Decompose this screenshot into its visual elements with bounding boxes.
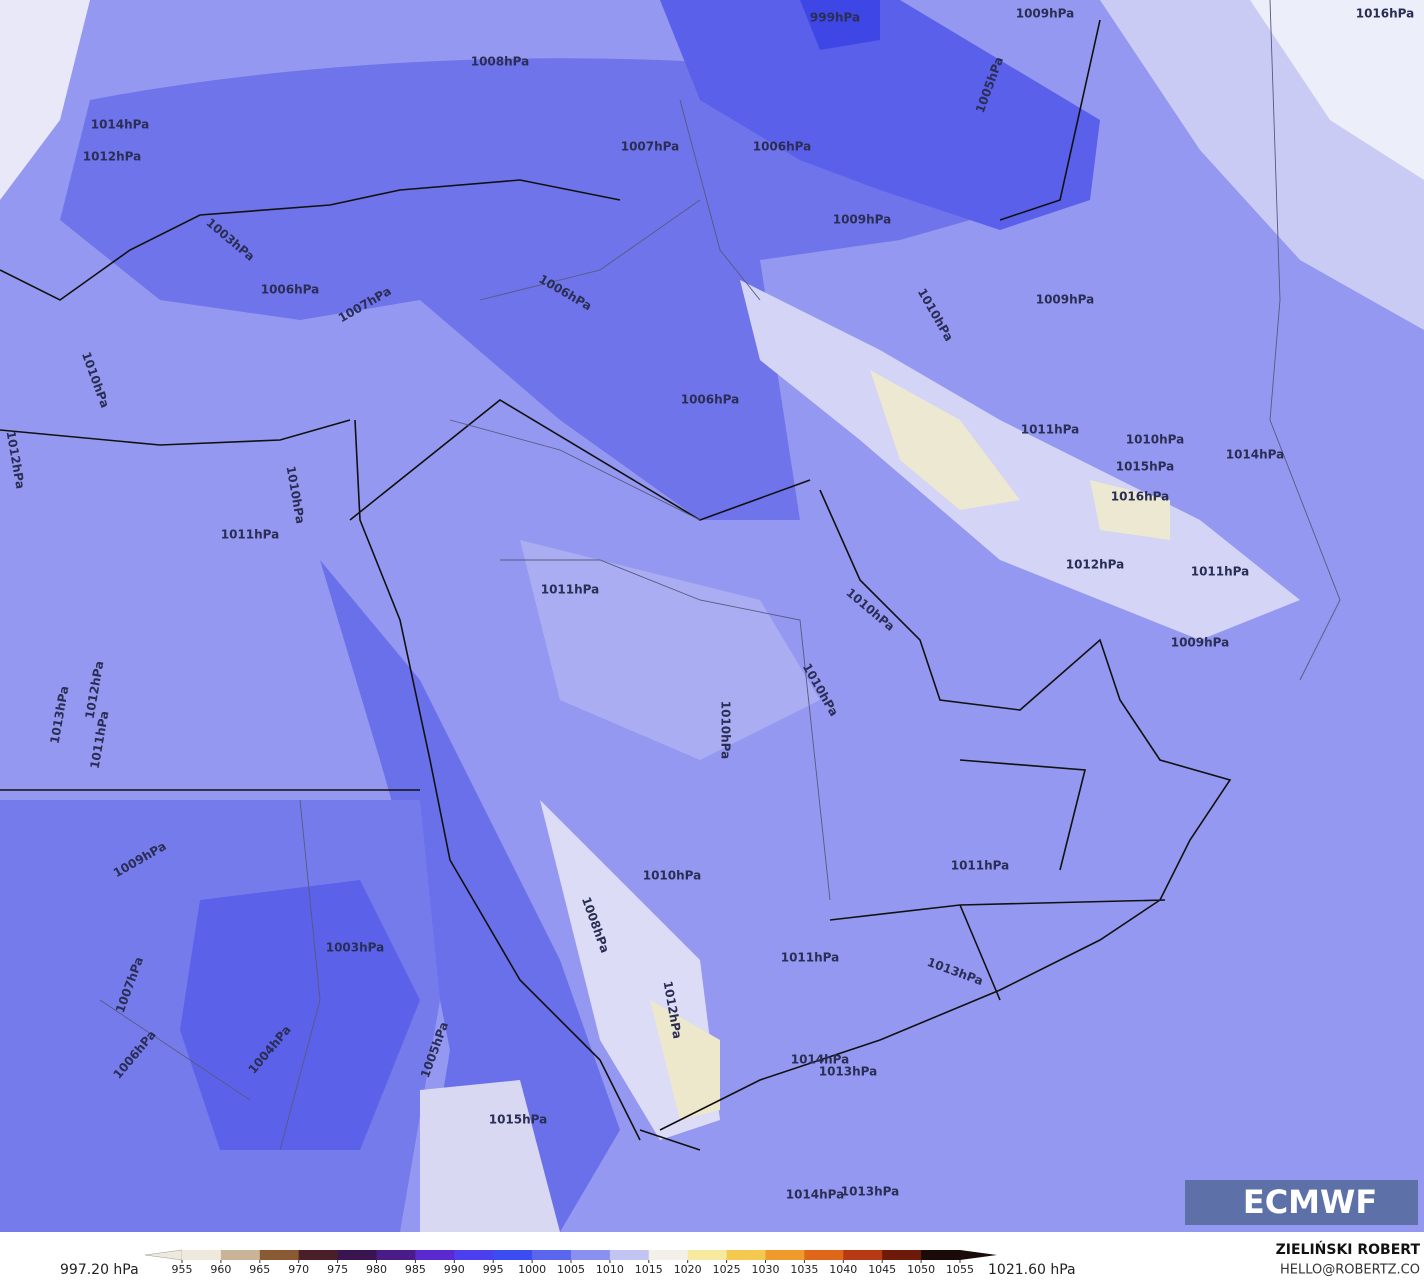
isobar-label: 1011hPa [951, 859, 1010, 873]
colorbar-tick-label: 1025 [713, 1263, 741, 1276]
light-region [0, 0, 90, 200]
isobar-label: 1008hPa [471, 55, 530, 69]
isobar-label: 1006hPa [681, 393, 740, 407]
isobar-label: 1014hPa [91, 118, 150, 132]
colorbar-tick-label: 965 [249, 1263, 270, 1276]
colorbar: 997.20 hPa 1021.60 hPa 955 960 965 970 975 98… [60, 1249, 1076, 1278]
colorbar-tick-label: 960 [210, 1263, 231, 1276]
colorbar-tick-label: 1050 [907, 1263, 935, 1276]
colorbar-segment [726, 1250, 766, 1260]
colorbar-tick-label: 1000 [518, 1263, 546, 1276]
colorbar-segment [648, 1250, 689, 1260]
isobar-label: 1011hPa [1191, 565, 1250, 579]
colorbar-segment [220, 1250, 261, 1260]
colorbar-low-end [144, 1249, 183, 1261]
colorbar-segment [765, 1250, 805, 1260]
isobar-label: 1003hPa [326, 941, 385, 955]
colorbar-tick-label: 995 [483, 1263, 504, 1276]
isobar-label: 1011hPa [1021, 423, 1080, 437]
isobar-label: 1009hPa [1016, 7, 1075, 21]
high-region [420, 1080, 560, 1232]
low-region [60, 58, 1040, 521]
colorbar-tick-label: 1045 [868, 1263, 896, 1276]
high-core [870, 370, 1020, 510]
logo-box [1185, 1180, 1418, 1225]
colorbar-tick-label: 1020 [674, 1263, 702, 1276]
colorbar-segment [182, 1250, 222, 1260]
colorbar-segment [454, 1250, 494, 1260]
isobar-label: 1012hPa [83, 150, 142, 164]
colorbar-tick-label: 1030 [752, 1263, 780, 1276]
colorbar-tick-label: 975 [327, 1263, 348, 1276]
colorbar-segment [493, 1250, 533, 1260]
isobar-label: 1009hPa [1171, 636, 1230, 650]
high-core [1090, 480, 1170, 540]
colorbar-tick-label: 1015 [635, 1263, 663, 1276]
isobar-label: 1009hPa [833, 213, 892, 227]
colorbar-segment [687, 1250, 728, 1260]
colorbar-tick-label: 1005 [557, 1263, 585, 1276]
colorbar-tick-label: 980 [366, 1263, 387, 1276]
high-region [740, 280, 1300, 640]
light-region [1250, 0, 1424, 180]
colorbar-min-label: 997.20 hPa [60, 1262, 139, 1278]
isobar-label: 1016hPa [1356, 7, 1415, 21]
low-region [320, 560, 620, 1232]
colorbar-segment [259, 1250, 300, 1260]
colorbar-segment [337, 1250, 377, 1260]
high-core [650, 1000, 720, 1120]
colorbar-segment [298, 1250, 339, 1260]
isobar-label: 999hPa [810, 11, 860, 25]
colorbar-tick-label: 1055 [946, 1263, 974, 1276]
author: ZIELIŃSKI ROBERT [1276, 1240, 1421, 1258]
isobar-label: 1011hPa [781, 951, 840, 965]
logo: ECMWF [1185, 1180, 1418, 1225]
isobar-label: 1010hPa [1126, 433, 1185, 447]
colorbar-tick-label: 955 [172, 1263, 193, 1276]
isobar-label: 1010hPa [643, 869, 702, 883]
colorbar-segment [609, 1250, 650, 1260]
mid-region [520, 540, 820, 760]
map: 1009hPa 999hPa 1008hPa 1014hPa 1012hPa 1007hP… [0, 0, 1424, 1232]
colorbar-segment [804, 1250, 844, 1260]
isobar-label: 1009hPa [1036, 293, 1095, 307]
low-region [660, 0, 1100, 230]
colorbar-high-end [960, 1250, 997, 1260]
colorbar-segment [882, 1250, 922, 1260]
isobar-label: 1013hPa [819, 1065, 878, 1079]
colorbar-tick-label: 1040 [829, 1263, 857, 1276]
logo-text: ECMWF [1243, 1183, 1377, 1221]
isobar-label: 1013hPa [841, 1185, 900, 1199]
colorbar-tick-label: 985 [405, 1263, 426, 1276]
colorbar-segment [571, 1250, 611, 1260]
colorbar-tick-label: 1035 [790, 1263, 818, 1276]
isobar-label: 1011hPa [541, 583, 600, 597]
isobar-label: 1016hPa [1111, 490, 1170, 504]
isobar-label: 1015hPa [1116, 460, 1175, 474]
isobar-label: 1014hPa [791, 1053, 850, 1067]
low-core [800, 0, 880, 50]
low-core [180, 880, 420, 1150]
colorbar-segment [532, 1250, 572, 1260]
isobar-label: 1012hPa [1066, 558, 1125, 572]
colorbar-segment [376, 1250, 416, 1260]
isobar-label: 1006hPa [261, 283, 320, 297]
colorbar-max-label: 1021.60 hPa [988, 1262, 1076, 1278]
isobar-label: 1010hPa [719, 701, 733, 760]
colorbar-segment [921, 1250, 961, 1260]
colorbar-segment [843, 1250, 883, 1260]
isobar-label: 1007hPa [621, 140, 680, 154]
colorbar-tick-label: 990 [444, 1263, 465, 1276]
colorbar-segment [415, 1250, 455, 1260]
isobar-label: 1014hPa [1226, 448, 1285, 462]
email: HELLO@ROBERTZ.CO [1280, 1263, 1420, 1278]
isobar-label: 1015hPa [489, 1113, 548, 1127]
colorbar-tick-label: 1010 [596, 1263, 624, 1276]
colorbar-tick-label: 970 [288, 1263, 309, 1276]
isobar-label: 1014hPa [786, 1188, 845, 1202]
isobar-label: 1011hPa [221, 528, 280, 542]
isobar-label: 1006hPa [753, 140, 812, 154]
